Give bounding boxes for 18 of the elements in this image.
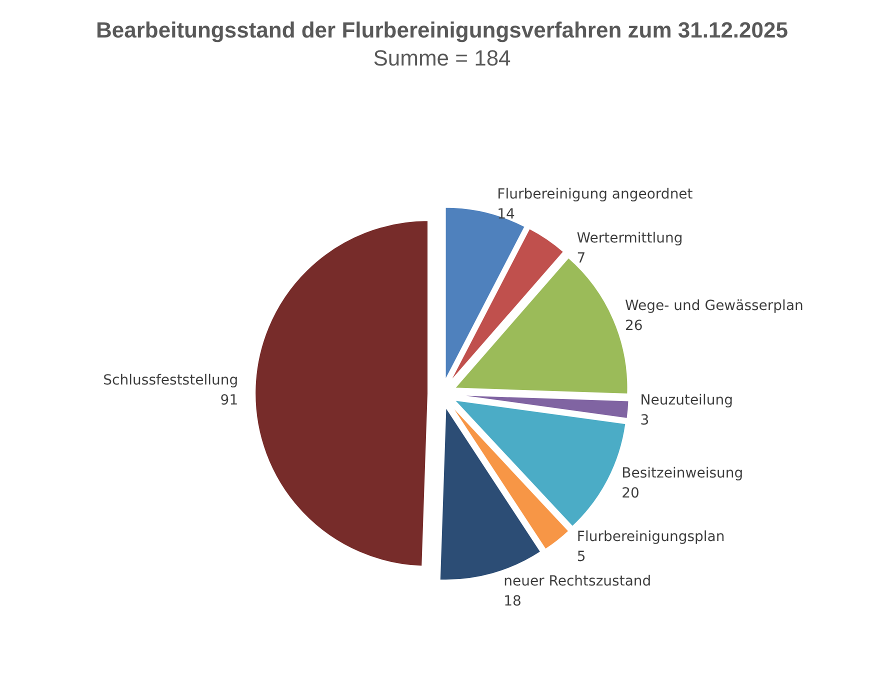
data-label: 3 <box>640 412 650 428</box>
slice-label: Flurbereinigung angeordnet <box>497 186 694 202</box>
slice-label: neuer Rechtszustand <box>504 573 652 590</box>
slice-label: Wertermittlung <box>576 230 683 246</box>
slice-label: Flurbereinigungsplan <box>576 528 725 545</box>
data-label: 14 <box>497 206 516 222</box>
data-label: 5 <box>576 548 586 565</box>
data-label: 26 <box>624 318 643 334</box>
data-label: 20 <box>622 485 640 502</box>
data-label: 91 <box>220 392 238 408</box>
chart-title: Bearbeitungsstand der Flurbereinigungsverfahren zum 31.12.2025 <box>96 18 788 42</box>
slice-label: Neuzuteilung <box>640 392 733 408</box>
chart-subtitle: Summe = 184 <box>373 46 511 70</box>
data-label: 7 <box>576 250 586 266</box>
slice-label: Wege- und Gewässerplan <box>624 298 804 314</box>
data-label: 18 <box>504 593 522 610</box>
slice-label: Besitzeinweisung <box>622 465 744 482</box>
slice-label: Schlussfeststellung <box>103 372 238 388</box>
